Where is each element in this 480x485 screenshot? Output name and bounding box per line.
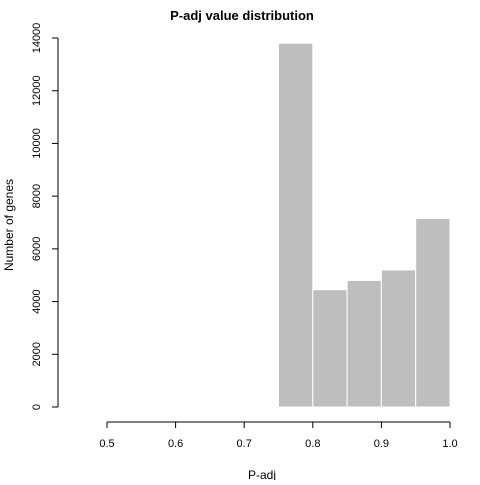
x-axis-label: P-adj bbox=[248, 468, 276, 480]
y-axis: 0 2000 4000 6000 8000 10000 12000 14000 bbox=[31, 23, 59, 410]
y-tick-label: 12000 bbox=[31, 75, 43, 106]
x-axis: 0.5 0.6 0.7 0.8 0.9 1.0 bbox=[99, 421, 458, 450]
histogram-bar-1 bbox=[278, 42, 314, 408]
x-tick-label: 0.9 bbox=[374, 438, 389, 450]
y-tick-label: 2000 bbox=[31, 342, 43, 366]
y-axis-label: Number of genes bbox=[2, 179, 16, 271]
y-tick-label: 8000 bbox=[31, 184, 43, 208]
histogram-bar-2 bbox=[312, 289, 348, 408]
x-tick-label: 0.8 bbox=[305, 438, 320, 450]
x-tick-label: 0.7 bbox=[237, 438, 252, 450]
histogram-bar-5 bbox=[415, 218, 451, 408]
y-tick-label: 4000 bbox=[31, 289, 43, 313]
y-tick-label: 0 bbox=[31, 404, 43, 410]
bars-group bbox=[278, 42, 451, 408]
histogram-bar-4 bbox=[380, 269, 417, 408]
y-tick-label: 6000 bbox=[31, 237, 43, 261]
y-tick-label: 10000 bbox=[31, 128, 43, 159]
y-tick-label: 14000 bbox=[31, 23, 43, 54]
x-tick-label: 0.6 bbox=[168, 438, 183, 450]
x-tick-label: 0.5 bbox=[99, 438, 114, 450]
chart-title: P-adj value distribution bbox=[170, 8, 314, 23]
histogram-bar-3 bbox=[346, 279, 382, 408]
x-tick-label: 1.0 bbox=[442, 438, 457, 450]
